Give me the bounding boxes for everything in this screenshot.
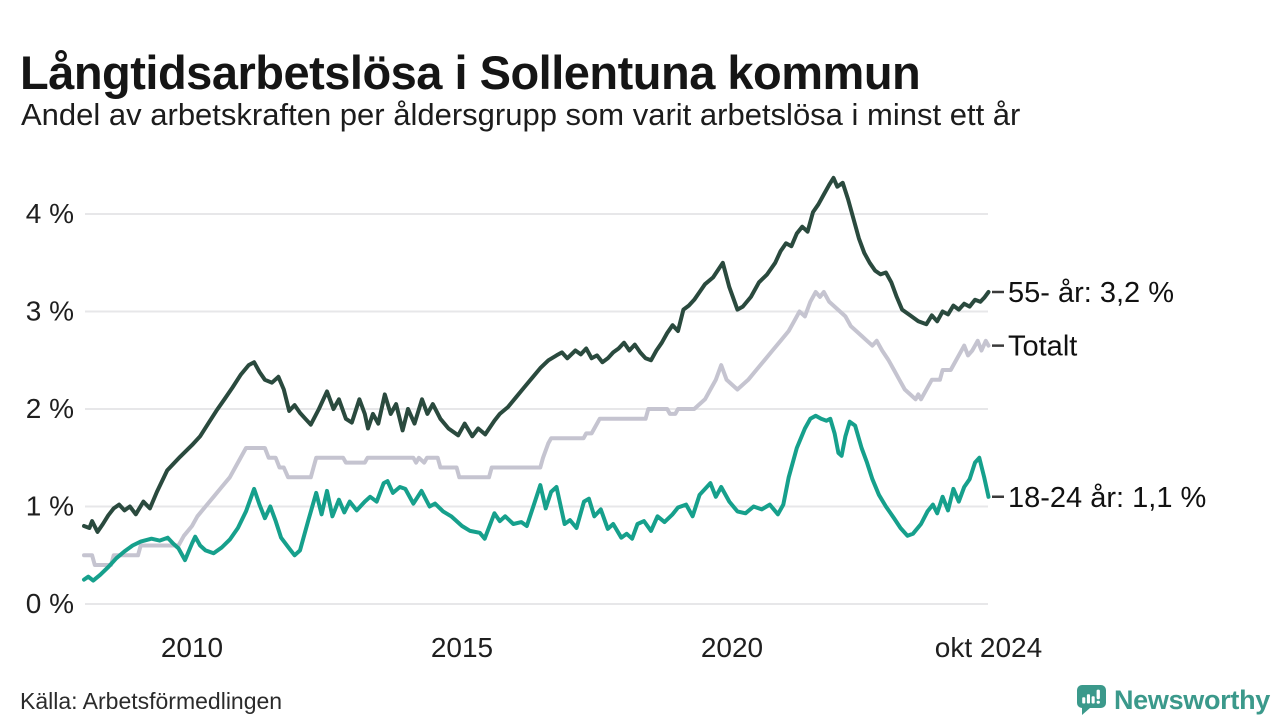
x-axis-tick-label: 2015 [431, 632, 493, 663]
chart-title: Långtidsarbetslösa i Sollentuna kommun [20, 46, 921, 100]
series-end-label-55- år: 55- år: 3,2 % [1008, 277, 1174, 309]
y-axis-tick-label: 2 % [26, 393, 74, 424]
series-line-Totalt [82, 290, 991, 567]
x-axis-tick-label: 2020 [701, 632, 763, 663]
newsworthy-bubble-chart-icon [1076, 685, 1106, 715]
x-axis-tick-label: 2010 [161, 632, 223, 663]
series-line-55- år [82, 175, 991, 534]
newsworthy-wordmark: Newsworthy [1113, 684, 1270, 715]
chart-subtitle: Andel av arbetskraften per åldersgrupp s… [21, 97, 1021, 132]
y-axis-tick-label: 1 % [26, 491, 74, 522]
y-axis-tick-label: 0 % [26, 588, 74, 619]
source-caption: Källa: Arbetsförmedlingen [20, 688, 283, 714]
y-axis-tick-label: 4 % [26, 198, 74, 229]
x-axis-tick-label: okt 2024 [935, 632, 1042, 663]
y-axis-tick-label: 3 % [26, 296, 74, 327]
series-end-label-Totalt: Totalt [1008, 331, 1077, 363]
series-line-18-24 år [82, 413, 991, 583]
newsworthy-logo: Newsworthy [1076, 684, 1270, 716]
series-end-label-18-24 år: 18-24 år: 1,1 % [1008, 482, 1206, 514]
